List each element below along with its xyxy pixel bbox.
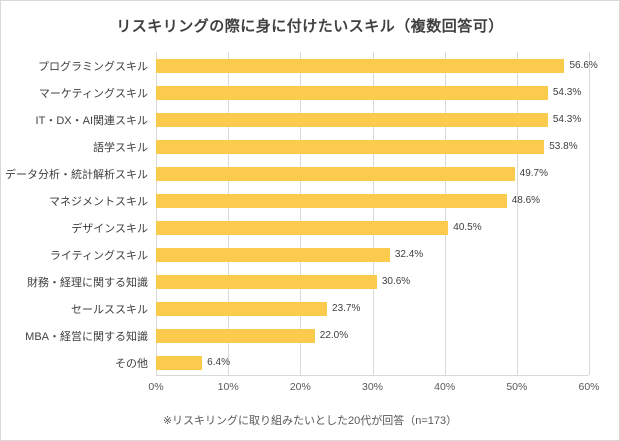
chart-row: マネジメントスキル 48.6% [1, 187, 619, 214]
chart-row: セールススキル 23.7% [1, 295, 619, 322]
gridline [516, 52, 518, 375]
category-label: 財務・経理に関する知識 [27, 276, 148, 289]
value-label: 53.8% [549, 141, 578, 152]
bar-track: 23.7% [156, 301, 589, 316]
category-label: マーケティングスキル [38, 87, 148, 100]
category-label: マネジメントスキル [49, 195, 148, 208]
bar [156, 274, 377, 289]
x-axis: 0% 10% 20% 30% 40% 50% 60% [148, 376, 599, 396]
chart-row: 財務・経理に関する知識 30.6% [1, 268, 619, 295]
bar-track: 54.3% [156, 85, 589, 100]
bar-track: 49.7% [156, 166, 589, 181]
bar [156, 328, 315, 343]
value-label: 23.7% [332, 303, 361, 314]
category-label: プログラミングスキル [38, 60, 148, 73]
chart-row: 語学スキル 53.8% [1, 133, 619, 160]
category-label: IT・DX・AI関連スキル [35, 114, 148, 127]
category-label: その他 [115, 357, 148, 370]
bar-track: 56.6% [156, 58, 598, 73]
gridline [444, 52, 446, 375]
value-label: 30.6% [381, 276, 411, 287]
chart-row: ライティングスキル 32.4% [1, 241, 619, 268]
gridline [228, 52, 230, 375]
chart-row: その他 6.4% [1, 349, 619, 376]
chart-row: マーケティングスキル 54.3% [1, 79, 619, 106]
value-label: 32.4% [394, 249, 424, 260]
bar [156, 58, 565, 73]
chart-title: リスキリングの際に身に付けたいスキル（複数回答可） [116, 18, 504, 35]
value-label: 6.4% [207, 357, 230, 368]
gridline [300, 52, 302, 375]
x-tick-label: 40% [434, 381, 456, 393]
bar [156, 355, 203, 370]
x-tick-label: 0% [148, 381, 164, 393]
bar-track: 22.0% [156, 328, 589, 343]
bar-track: 32.4% [156, 247, 589, 262]
bar [156, 247, 390, 262]
chart-footnote: ※リスキリングに取り組みたいとした20代が回答（n=173） [162, 415, 458, 427]
chart-row: デザインスキル 40.5% [1, 214, 619, 241]
category-label: デザインスキル [71, 222, 148, 235]
chart-row: MBA・経営に関する知識 22.0% [1, 322, 619, 349]
bar [156, 220, 449, 235]
value-label: 22.0% [319, 330, 349, 341]
bar [156, 301, 328, 316]
value-label: 56.6% [569, 60, 598, 71]
x-tick-label: 10% [217, 381, 239, 393]
value-label: 48.6% [511, 195, 541, 206]
bar-track: 53.8% [156, 139, 589, 154]
gridlines [156, 52, 590, 376]
bar [156, 112, 548, 127]
chart-body: プログラミングスキル 56.6% マーケティングスキル 54.3% IT・DX・AI関連… [1, 52, 619, 396]
chart-row: データ分析・統計解析スキル 49.7% [1, 160, 619, 187]
category-label: セールススキル [71, 303, 148, 316]
bar-track: 30.6% [156, 274, 589, 289]
x-tick-label: 60% [578, 381, 600, 393]
bar [156, 166, 515, 181]
x-tick-label: 30% [361, 381, 384, 393]
gridline [156, 52, 157, 375]
category-label: ライティングスキル [49, 249, 148, 262]
bar [156, 193, 507, 208]
value-label: 49.7% [519, 168, 549, 179]
x-tick-label: 50% [506, 381, 528, 393]
category-label: データ分析・統計解析スキル [5, 168, 148, 181]
category-label: MBA・経営に関する知識 [25, 330, 148, 343]
value-label: 54.3% [552, 87, 582, 98]
x-tick-label: 20% [289, 381, 311, 393]
value-label: 40.5% [453, 222, 482, 233]
bar [156, 139, 545, 154]
value-label: 54.3% [552, 114, 582, 125]
bar-track: 40.5% [156, 220, 589, 235]
bar-track: 54.3% [156, 112, 589, 127]
bar-track: 48.6% [156, 193, 589, 208]
chart-row: プログラミングスキル 56.6% [1, 52, 619, 79]
bar-track: 6.4% [156, 355, 589, 370]
chart-row: IT・DX・AI関連スキル 54.3% [1, 106, 619, 133]
bar [156, 85, 548, 100]
category-label: 語学スキル [93, 141, 148, 154]
gridline [372, 52, 374, 375]
gridline [589, 52, 590, 375]
chart-rows: プログラミングスキル 56.6% マーケティングスキル 54.3% IT・DX・AI関連… [1, 52, 619, 376]
